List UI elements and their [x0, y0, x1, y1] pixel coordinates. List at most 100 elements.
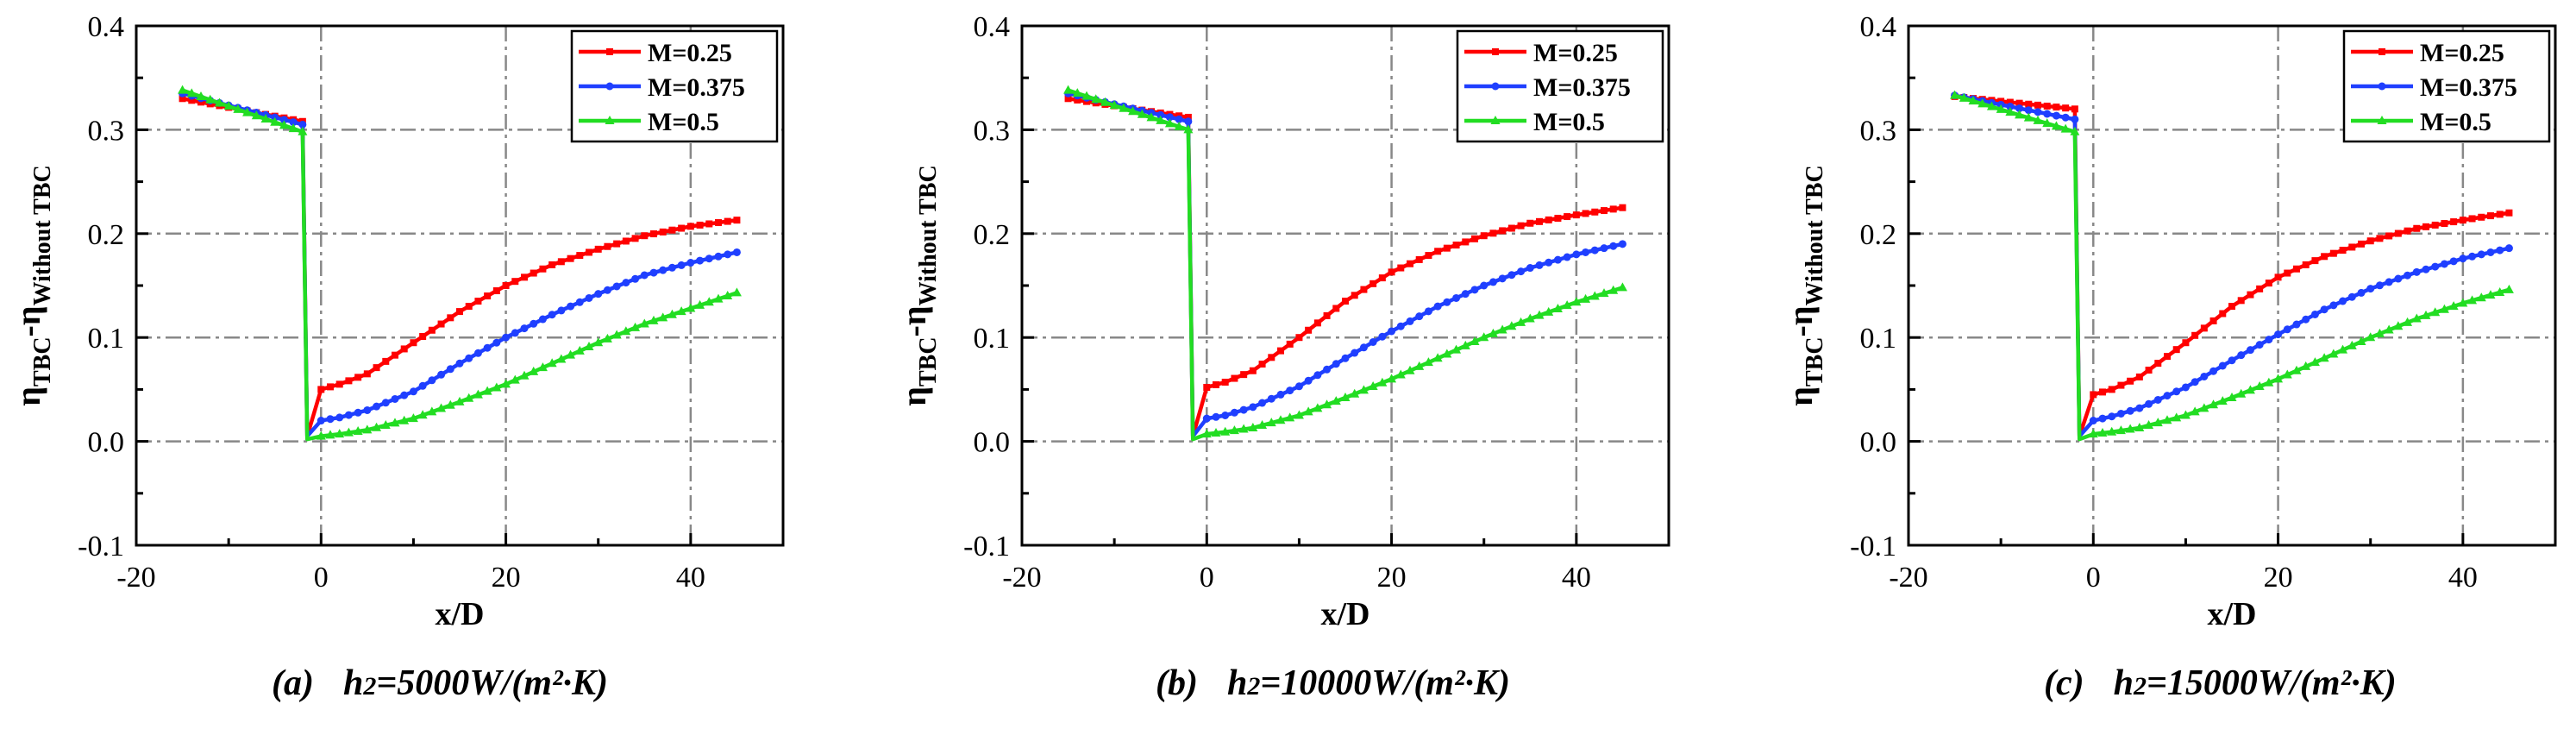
- data-point: [1442, 349, 1452, 358]
- data-point: [2450, 218, 2458, 226]
- data-point: [2043, 102, 2051, 110]
- data-point: [2006, 102, 2015, 110]
- data-point: [1303, 406, 1313, 416]
- data-point: [1507, 224, 1515, 232]
- data-point: [2321, 253, 2328, 261]
- data-point: [1591, 208, 1599, 216]
- data-point: [2116, 409, 2125, 418]
- data-point: [686, 303, 696, 312]
- data-point: [2412, 267, 2421, 276]
- data-point: [686, 259, 695, 267]
- data-point: [2191, 331, 2199, 339]
- data-point: [603, 286, 611, 294]
- data-point: [474, 298, 482, 305]
- data-point: [2042, 118, 2053, 128]
- data-point: [2459, 217, 2466, 224]
- data-point: [1295, 334, 1303, 342]
- x-axis-label: x/D: [2208, 596, 2257, 632]
- data-point: [2172, 387, 2181, 396]
- data-point: [465, 303, 473, 311]
- data-point: [1572, 211, 1580, 219]
- caption-h: h: [342, 663, 364, 703]
- data-point: [2339, 247, 2347, 255]
- data-point: [2126, 406, 2134, 415]
- data-point: [1359, 343, 1368, 352]
- data-point: [501, 379, 511, 388]
- data-point: [1499, 227, 1507, 235]
- data-point: [445, 399, 455, 409]
- data-point: [1526, 264, 1534, 273]
- data-point: [408, 413, 418, 423]
- data-point: [2191, 378, 2199, 386]
- data-point: [1553, 255, 1562, 264]
- data-point: [594, 290, 603, 299]
- data-point: [1378, 274, 1386, 282]
- data-point: [1350, 388, 1360, 398]
- data-point: [1451, 344, 1462, 354]
- data-point: [2478, 213, 2485, 221]
- x-tick-label: 40: [2448, 562, 2478, 594]
- data-point: [2247, 291, 2254, 299]
- data-point: [2005, 107, 2015, 116]
- data-point: [2378, 82, 2386, 91]
- data-point: [454, 396, 465, 405]
- data-point: [2356, 336, 2366, 346]
- data-point: [317, 386, 325, 393]
- data-point: [1415, 255, 1423, 263]
- data-point: [1369, 337, 1377, 346]
- data-point: [1266, 418, 1276, 427]
- data-point: [686, 223, 694, 230]
- data-point: [2459, 255, 2467, 263]
- y-axis-label-part: η: [9, 386, 47, 406]
- data-point: [602, 333, 612, 343]
- data-point: [1286, 386, 1294, 395]
- data-point: [1396, 322, 1405, 330]
- chart-panel-a: -20 0 20 40 -0.1 0.0 0.1 0.2 0.3 0.4 x/D ηTBC-ηWith…: [9, 11, 785, 632]
- data-point: [1313, 319, 1321, 327]
- data-point: [382, 357, 390, 365]
- data-point: [2245, 385, 2255, 394]
- y-axis-label: ηTBC-ηWithout TBC: [9, 165, 56, 405]
- data-point: [695, 299, 705, 309]
- data-point: [298, 120, 307, 129]
- y-axis-label-part: -η: [1781, 305, 1820, 336]
- y-tick-label: 0.2: [88, 219, 125, 251]
- data-point: [464, 393, 474, 402]
- data-point: [1452, 293, 1461, 302]
- data-point: [1507, 321, 1517, 330]
- data-point: [631, 274, 640, 283]
- y-axis-label-part: Without TBC: [915, 165, 942, 305]
- data-point: [373, 364, 380, 372]
- data-point: [724, 217, 731, 225]
- data-point: [1322, 399, 1332, 409]
- data-point: [2097, 427, 2108, 437]
- data-point: [574, 345, 585, 355]
- data-point: [2320, 305, 2328, 314]
- caption-h-sub: 2: [363, 672, 377, 701]
- data-point: [428, 376, 436, 385]
- data-point: [502, 333, 511, 342]
- x-tick-label: 0: [2086, 562, 2101, 594]
- data-point: [622, 237, 630, 245]
- data-point: [2358, 240, 2365, 248]
- data-point: [2125, 424, 2135, 433]
- data-point: [1201, 429, 1212, 438]
- data-point: [2127, 377, 2134, 385]
- data-point: [1304, 376, 1313, 385]
- data-point: [1368, 381, 1378, 391]
- data-point: [1996, 104, 2006, 113]
- data-point: [179, 95, 186, 103]
- data-point: [650, 230, 657, 238]
- data-point: [1425, 252, 1432, 260]
- data-point: [1332, 360, 1340, 368]
- data-point: [473, 349, 482, 357]
- data-point: [567, 255, 574, 262]
- data-point: [2108, 412, 2116, 421]
- data-point: [391, 394, 399, 403]
- caption-b: (b) h2=10000W/(m²·K): [1156, 663, 1510, 704]
- data-point: [1184, 113, 1192, 121]
- x-tick-label: -20: [116, 562, 155, 594]
- data-point: [2339, 297, 2347, 305]
- data-point: [2274, 273, 2282, 281]
- y-tick-label: 0.3: [88, 115, 125, 147]
